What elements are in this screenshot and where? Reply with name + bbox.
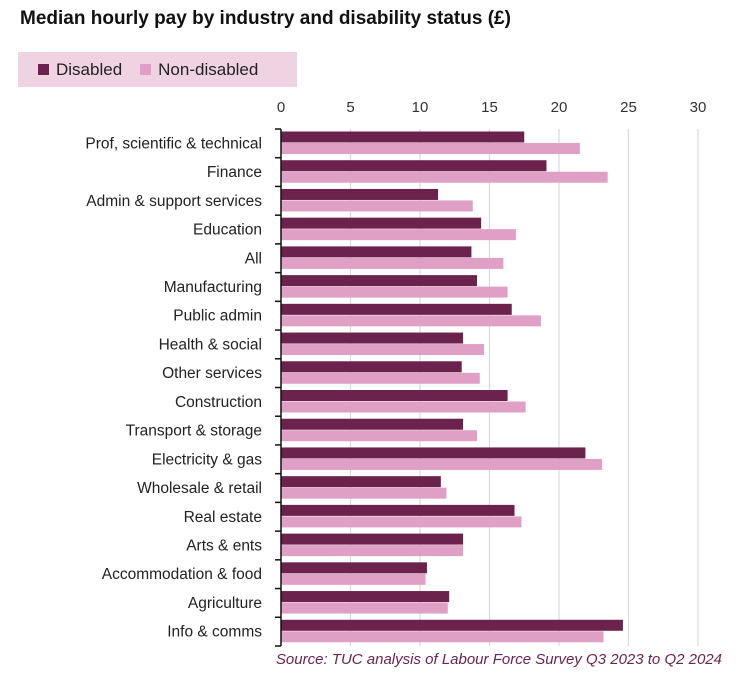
bar-disabled <box>281 533 464 545</box>
category-label: Finance <box>207 164 262 181</box>
category-label: Accommodation & food <box>102 566 262 583</box>
bar-disabled <box>281 418 464 430</box>
bar-non-disabled <box>281 229 516 241</box>
bar-non-disabled <box>281 315 541 327</box>
bar-non-disabled <box>281 602 448 614</box>
bar-non-disabled <box>281 573 426 585</box>
bar-disabled <box>281 246 472 258</box>
category-label: Wholesale & retail <box>137 480 262 497</box>
bar-disabled <box>281 160 547 172</box>
bar-disabled <box>281 390 508 401</box>
bar-disabled <box>281 217 482 229</box>
legend-swatch-non-disabled <box>140 64 152 75</box>
source-note: Source: TUC analysis of Labour Force Sur… <box>275 651 722 668</box>
bar-disabled <box>281 131 525 143</box>
legend: Disabled Non-disabled <box>18 52 297 87</box>
bar-non-disabled <box>281 458 603 470</box>
x-tick-label: 5 <box>346 99 354 116</box>
legend-item-disabled: Disabled <box>38 60 122 80</box>
category-label: Prof, scientific & technical <box>85 135 262 152</box>
bar-disabled <box>281 562 427 574</box>
bar-non-disabled <box>281 516 522 528</box>
x-tick-label: 20 <box>551 99 568 116</box>
bar-non-disabled <box>281 286 508 298</box>
bar-non-disabled <box>281 430 477 442</box>
bar-non-disabled <box>281 143 580 154</box>
legend-swatch-disabled <box>38 64 49 75</box>
x-tick-label: 25 <box>620 99 637 116</box>
bar-disabled <box>281 275 477 287</box>
category-label: Manufacturing <box>164 279 262 296</box>
bar-non-disabled <box>281 631 604 643</box>
legend-item-non-disabled: Non-disabled <box>140 60 258 80</box>
bar-non-disabled <box>281 344 484 356</box>
category-label: Real estate <box>184 509 262 526</box>
bar-disabled <box>281 303 512 315</box>
bar-disabled <box>281 504 515 516</box>
bar-non-disabled <box>281 487 447 499</box>
legend-label-disabled: Disabled <box>56 59 123 79</box>
bar-disabled <box>281 476 441 488</box>
bar-disabled <box>281 188 439 200</box>
category-label: Health & social <box>159 336 262 353</box>
category-label: Admin & support services <box>86 193 262 210</box>
chart-title: Median hourly pay by industry and disabi… <box>20 8 511 29</box>
category-label: Education <box>193 222 262 239</box>
category-label: Agriculture <box>188 595 262 612</box>
category-label: Arts & ents <box>186 537 262 554</box>
bar-disabled <box>281 619 623 631</box>
category-label: All <box>245 250 262 267</box>
category-label: Electricity & gas <box>152 451 263 468</box>
x-tick-label: 10 <box>412 99 429 116</box>
category-label: Public admin <box>173 308 262 325</box>
category-label: Transport & storage <box>126 423 262 440</box>
bar-non-disabled <box>281 257 504 269</box>
bar-non-disabled <box>281 171 608 183</box>
bar-non-disabled <box>281 200 473 212</box>
category-label: Info & comms <box>167 624 262 641</box>
bar-non-disabled <box>281 545 464 557</box>
bar-non-disabled <box>281 372 480 384</box>
x-tick-label: 30 <box>690 99 707 116</box>
bar-disabled <box>281 361 462 373</box>
category-label: Other services <box>162 365 262 382</box>
bar-disabled <box>281 332 464 344</box>
bar-disabled <box>281 591 450 603</box>
bar-non-disabled <box>281 401 526 413</box>
x-tick-label: 15 <box>481 99 498 116</box>
category-label: Construction <box>175 394 262 411</box>
bar-disabled <box>281 447 586 459</box>
x-tick-label: 0 <box>277 99 285 116</box>
legend-label-non-disabled: Non-disabled <box>158 59 259 79</box>
